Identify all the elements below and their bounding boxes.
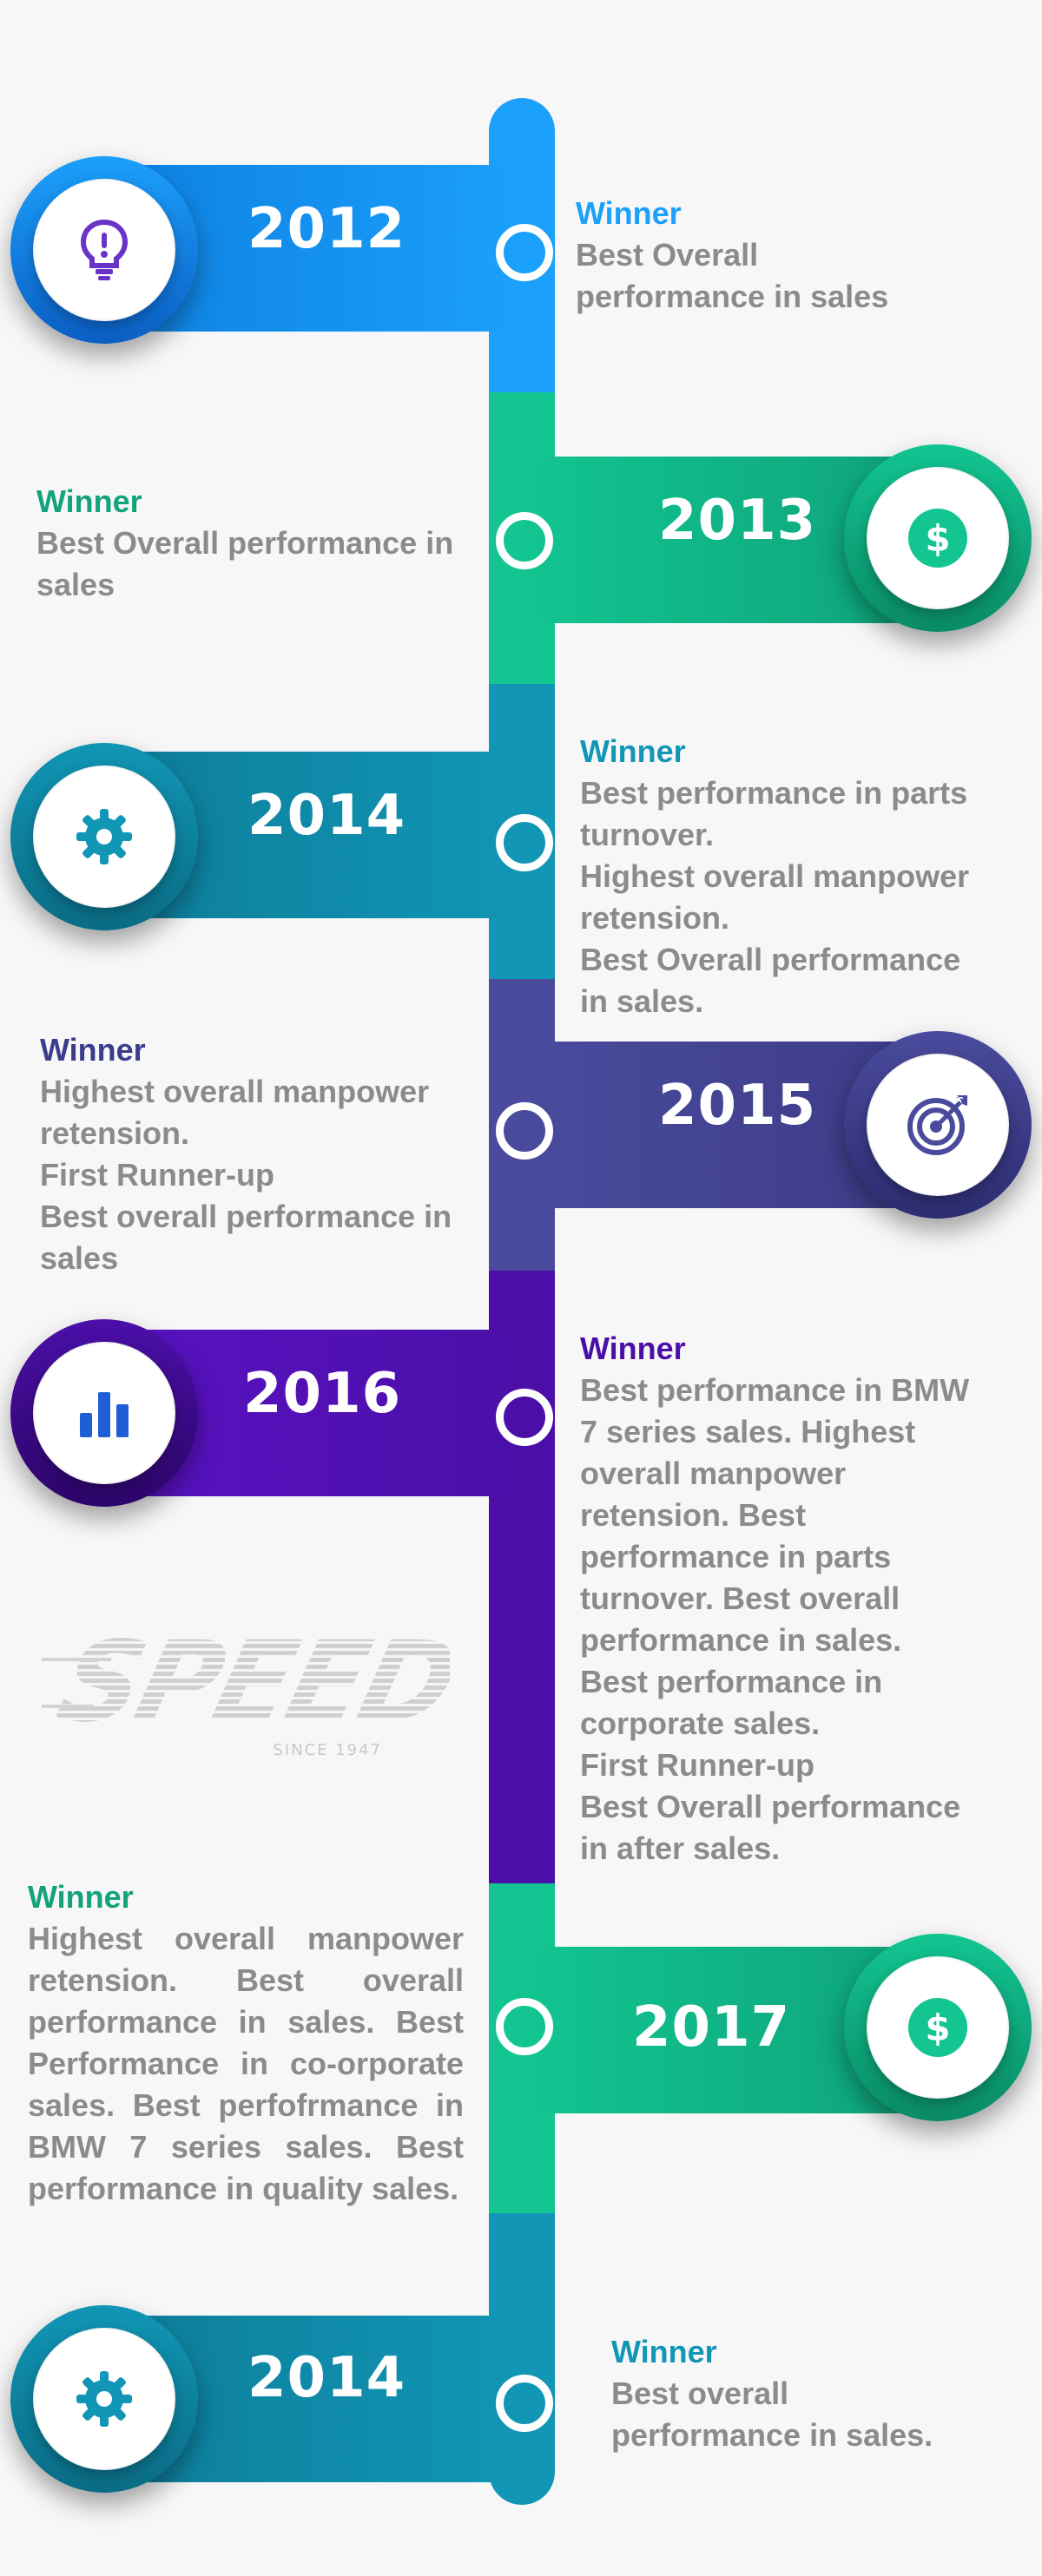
entry-line: performance in sales. xyxy=(580,1622,902,1658)
entry-line: in sales. xyxy=(580,983,704,1019)
entry-text-2015: Winner Highest overall manpower retensio… xyxy=(40,1029,491,1279)
entry-line: Best Overall xyxy=(576,237,759,273)
entry-line: turnover. xyxy=(580,817,715,852)
badge-2014 xyxy=(10,743,198,930)
entry-line: Highest overall manpower xyxy=(40,1074,430,1109)
entry-line: Best overall performance in xyxy=(40,1199,452,1234)
year-label-2014b: 2014 xyxy=(247,2346,406,2410)
entry-title-2013: Winner xyxy=(36,483,142,519)
entry-line: Best performance in xyxy=(580,1664,883,1699)
entry-line: performance in sales xyxy=(576,279,889,314)
entry-title-2014: Winner xyxy=(580,733,686,769)
badge-2012 xyxy=(10,156,198,344)
year-label-2014: 2014 xyxy=(247,784,406,848)
entry-line: retension. xyxy=(40,1115,190,1151)
entry-title-2017: Winner xyxy=(28,1879,134,1915)
entry-line: turnover. Best overall xyxy=(580,1580,900,1616)
dollar-icon: $ xyxy=(908,1998,967,2057)
entry-line: 7 series sales. Highest xyxy=(580,1414,916,1449)
entry-line: retension. xyxy=(580,900,730,936)
entry-line: Best Overall performance in xyxy=(36,525,454,561)
badge-2016 xyxy=(10,1319,198,1507)
entry-line: retension. Best xyxy=(580,1497,807,1533)
entry-title-2015: Winner xyxy=(40,1032,146,1068)
timeline-marker-2012 xyxy=(496,224,553,281)
timeline-marker-2016 xyxy=(496,1389,553,1446)
entry-title-2014b: Winner xyxy=(611,2334,717,2369)
entry-text-2017: Winner Highest overall manpower retensio… xyxy=(28,1876,464,2210)
entry-title-2016: Winner xyxy=(580,1331,686,1366)
target-icon xyxy=(907,1095,967,1155)
entry-line: corporate sales. xyxy=(580,1705,821,1741)
entry-line: sales xyxy=(40,1240,119,1276)
timeline-marker-2013 xyxy=(496,512,553,569)
dollar-icon: $ xyxy=(908,509,967,568)
entry-text-2014: Winner Best performance in parts turnove… xyxy=(580,731,1014,1022)
entry-line: Best Overall performance xyxy=(580,1789,961,1824)
gear-icon xyxy=(76,809,132,864)
badge-2013: $ xyxy=(844,444,1032,632)
entry-text-2012: Winner Best Overall performance in sales xyxy=(576,193,1010,318)
logo-wordmark: SPEED xyxy=(47,1623,450,1747)
entry-line: performance in parts xyxy=(580,1539,892,1574)
entry-line: performance in sales. xyxy=(611,2417,933,2453)
lightbulb-icon xyxy=(80,219,129,280)
entry-line: sales xyxy=(36,567,115,602)
svg-text:$: $ xyxy=(925,517,950,560)
entry-title-2012: Winner xyxy=(576,195,682,231)
entry-line: overall manpower xyxy=(580,1456,847,1491)
badge-2014b xyxy=(10,2305,198,2493)
entry-line: First Runner-up xyxy=(40,1157,274,1193)
timeline-marker-2014b xyxy=(496,2375,553,2432)
logo-since: SINCE 1947 xyxy=(273,1741,382,1759)
timeline-marker-2015 xyxy=(496,1102,553,1160)
badge-2015 xyxy=(844,1031,1032,1219)
entry-line: First Runner-up xyxy=(580,1747,814,1783)
year-label-2017: 2017 xyxy=(632,1995,791,2060)
timeline-marker-2014 xyxy=(496,814,553,871)
year-label-2016: 2016 xyxy=(243,1362,402,1426)
entry-line: Highest overall manpower xyxy=(580,858,970,894)
svg-text:$: $ xyxy=(925,2007,950,2049)
entry-line: in after sales. xyxy=(580,1830,781,1866)
entry-text-2016: Winner Best performance in BMW 7 series … xyxy=(580,1328,1014,1870)
entry-line: Best performance in parts xyxy=(580,775,968,811)
entry-paragraph: Highest overall manpower retension. Best… xyxy=(28,1921,464,2206)
year-label-2015: 2015 xyxy=(658,1074,817,1138)
entry-line: Best Overall performance xyxy=(580,942,961,977)
entry-text-2013: Winner Best Overall performance in sales xyxy=(36,481,488,606)
entry-text-2014b: Winner Best overall performance in sales… xyxy=(611,2331,1011,2456)
gear-icon xyxy=(76,2371,132,2427)
entry-line: Best overall xyxy=(611,2376,789,2411)
year-label-2013: 2013 xyxy=(658,489,817,553)
speed-logo-graphic: SPEED SINCE 1947 xyxy=(42,1617,467,1759)
year-label-2012: 2012 xyxy=(247,197,406,261)
speed-logo: SPEED SINCE 1947 xyxy=(42,1617,467,1771)
entry-line: Best performance in BMW xyxy=(580,1372,970,1408)
badge-2017: $ xyxy=(844,1934,1032,2121)
timeline-marker-2017 xyxy=(496,1998,553,2055)
bar-chart-icon xyxy=(80,1392,129,1437)
